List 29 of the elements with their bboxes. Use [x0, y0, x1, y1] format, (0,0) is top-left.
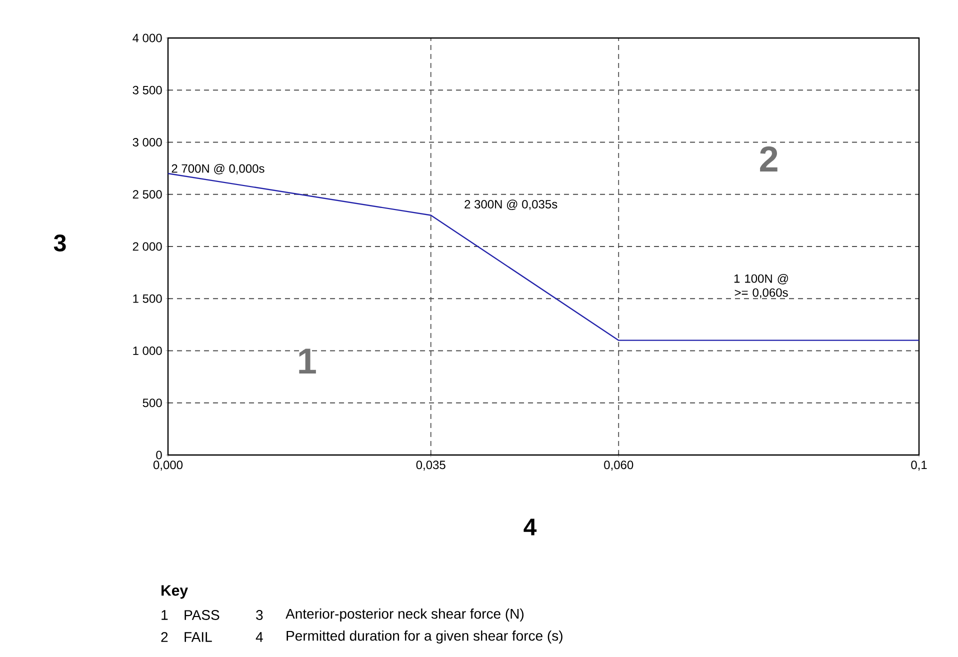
- text: 2: [161, 632, 168, 642]
- y-tick-label: 2 500: [132, 190, 162, 199]
- text: Anterior-posterior neck shear force (N): [286, 608, 524, 622]
- annotation: 2 300N @ 0,035s: [464, 200, 558, 210]
- y-tick-label: 2 000: [132, 242, 162, 251]
- y-tick-label: 1 500: [133, 294, 162, 303]
- x-axis-title: 4: [524, 518, 537, 536]
- text: 4: [256, 632, 263, 642]
- x-tick-label: 0,060: [604, 460, 634, 471]
- y-tick-label: 500: [142, 398, 162, 408]
- text: 1: [162, 610, 168, 620]
- y-tick-label: 1 000: [133, 346, 162, 355]
- text: FAIL: [184, 632, 212, 642]
- x-tick-label: 0,1: [911, 460, 927, 471]
- annotation: 2 700N @ 0,000s: [172, 164, 264, 174]
- y-tick-label: 4 000: [132, 34, 162, 42]
- text: Key: [162, 585, 188, 599]
- annotation: 1: [299, 348, 316, 374]
- annotation: 1 100N @ >= 0,060s: [734, 274, 788, 298]
- x-tick-label: 0,000: [153, 460, 183, 471]
- y-axis-title: 3: [54, 234, 66, 252]
- x-tick-label: 0,035: [416, 460, 446, 471]
- y-tick-label: 3 000: [132, 138, 162, 146]
- y-tick-label: 3 500: [132, 86, 162, 94]
- y-tick-label: 0: [156, 450, 162, 460]
- text: PASS: [184, 610, 220, 620]
- text: Permitted duration for a given shear force (s): [286, 630, 562, 644]
- annotation: 2: [760, 146, 778, 172]
- text: 3: [256, 610, 263, 620]
